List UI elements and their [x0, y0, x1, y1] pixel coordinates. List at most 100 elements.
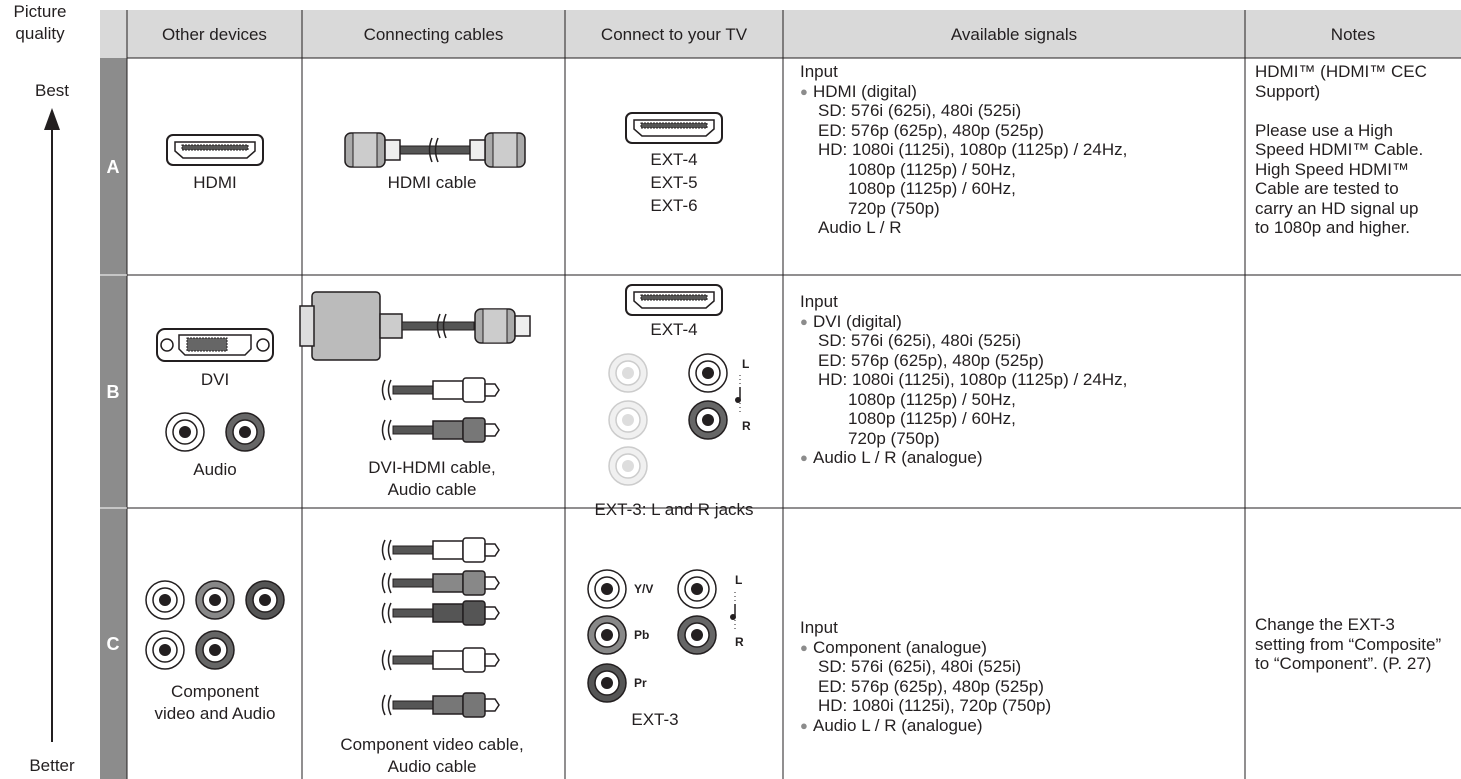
note-line: to 1080p and higher.	[1255, 218, 1411, 237]
rca-plug	[432, 603, 464, 623]
cable	[392, 578, 434, 588]
cable	[392, 700, 434, 710]
tv-label: EXT-3: L and R jacks	[594, 500, 754, 519]
column-header: Connect to your TV	[600, 25, 748, 44]
rca-jack-pin	[209, 594, 221, 606]
cable-label: DVI-HDMI cable,	[368, 458, 496, 477]
signals-heading: Input	[800, 292, 838, 311]
rca-jack-pin	[622, 414, 634, 426]
signal-line: SD: 576i (625i), 480i (525i)	[818, 101, 1022, 120]
rca-plug-grip	[462, 692, 486, 718]
dvi-pins	[186, 337, 228, 352]
cable	[392, 608, 434, 618]
cable-break	[381, 419, 392, 441]
rca-plug	[432, 420, 464, 440]
jack-label: Pr	[634, 676, 647, 690]
rca-jack-pin	[622, 367, 634, 379]
cable-break	[436, 313, 447, 339]
cable-label: Audio cable	[387, 757, 477, 776]
rca-plug	[432, 540, 464, 560]
cable-label: HDMI cable	[387, 173, 477, 192]
cable-break	[381, 379, 392, 401]
signal-line: Audio L / R	[818, 218, 902, 237]
jack-label: R	[742, 419, 751, 433]
note-line: Speed HDMI™ Cable.	[1255, 140, 1424, 159]
tv-label: EXT-4	[650, 150, 698, 169]
dvi-screw	[256, 338, 270, 352]
rca-jack-pin	[601, 677, 613, 689]
arrow-head	[44, 108, 60, 130]
cable	[392, 425, 434, 435]
note-line: Support)	[1255, 81, 1321, 101]
rca-plug-grip	[462, 647, 486, 673]
rca-jack-pin	[622, 460, 634, 472]
rca-plug	[432, 573, 464, 593]
cable-break	[381, 602, 392, 624]
note-line: High Speed HDMI™	[1255, 159, 1410, 179]
rca-jack-pin	[159, 644, 171, 656]
rca-plug-tip	[484, 423, 500, 437]
header-bg	[100, 10, 1461, 58]
rca-jack-pin	[691, 629, 703, 641]
signal-line: HD: 1080i (1125i), 720p (750p)	[818, 696, 1052, 715]
row-label-bg	[100, 58, 127, 275]
rca-jack-pin	[702, 414, 714, 426]
signals-heading: Input	[800, 62, 838, 81]
signal-item: Audio L / R (analogue)	[800, 448, 983, 468]
note-line: carry an HD signal up	[1255, 198, 1419, 218]
signal-item: Component (analogue)	[800, 638, 987, 658]
signal-item: DVI (digital)	[800, 312, 902, 332]
rca-jack-pin	[601, 583, 613, 595]
note-line: HDMI™ (HDMI™ CEC	[1255, 62, 1427, 81]
tv-label: EXT-4	[650, 320, 698, 339]
device-label: HDMI	[193, 173, 237, 192]
device-label: video and Audio	[154, 704, 276, 723]
hdmi-pins	[640, 122, 708, 129]
tv-label: EXT-3	[631, 710, 679, 729]
hdmi-plug-grip	[492, 132, 518, 168]
rca-plug	[432, 695, 464, 715]
signal-item: Audio L / R (analogue)	[800, 716, 983, 736]
cable-break	[428, 137, 439, 163]
signal-line: SD: 576i (625i), 480i (525i)	[818, 331, 1022, 350]
hdmi-plug-tip	[384, 139, 401, 161]
cable	[392, 655, 434, 665]
rca-jack-pin	[259, 594, 271, 606]
rca-plug	[432, 650, 464, 670]
cable-break	[381, 694, 392, 716]
side-title: quality	[15, 24, 65, 43]
rca-jack-pin	[159, 594, 171, 606]
rca-jack-pin	[691, 583, 703, 595]
signal-line: 1080p (1125p) / 60Hz,	[848, 179, 1016, 198]
note-line: Change the EXT-3	[1255, 615, 1395, 634]
signal-line: SD: 576i (625i), 480i (525i)	[818, 657, 1022, 676]
signal-line: ED: 576p (625p), 480p (525p)	[818, 676, 1044, 696]
signal-line: 720p (750p)	[848, 428, 940, 448]
note-symbol	[735, 397, 741, 403]
cable	[392, 545, 434, 555]
signal-item: HDMI (digital)	[800, 82, 917, 102]
column-header: Other devices	[162, 25, 267, 44]
rca-plug-tip	[484, 576, 500, 590]
rca-plug-tip	[484, 543, 500, 557]
device-label: DVI	[200, 370, 230, 389]
side-title: Picture	[13, 2, 67, 21]
signal-line: HD: 1080i (1125i), 1080p (1125p) / 24Hz,	[818, 370, 1128, 389]
cable-break	[381, 572, 392, 594]
rca-plug-tip	[484, 698, 500, 712]
signal-line: HD: 1080i (1125i), 1080p (1125p) / 24Hz,	[818, 140, 1128, 159]
signal-line: 1080p (1125p) / 50Hz,	[848, 159, 1016, 179]
rca-jack-pin	[179, 426, 191, 438]
column-header: Available signals	[950, 25, 1078, 44]
jack-label: Y/V	[634, 582, 654, 596]
cable-break	[381, 539, 392, 561]
hdmi-pins	[181, 144, 249, 151]
rca-plug-grip	[462, 600, 486, 626]
rca-plug-grip	[462, 417, 486, 443]
column-header: Connecting cables	[363, 25, 504, 44]
column-header: Notes	[1330, 25, 1376, 44]
row-label-bg	[100, 275, 127, 508]
rca-plug-tip	[484, 383, 500, 397]
tv-label: EXT-5	[650, 173, 698, 192]
rca-jack-pin	[601, 629, 613, 641]
